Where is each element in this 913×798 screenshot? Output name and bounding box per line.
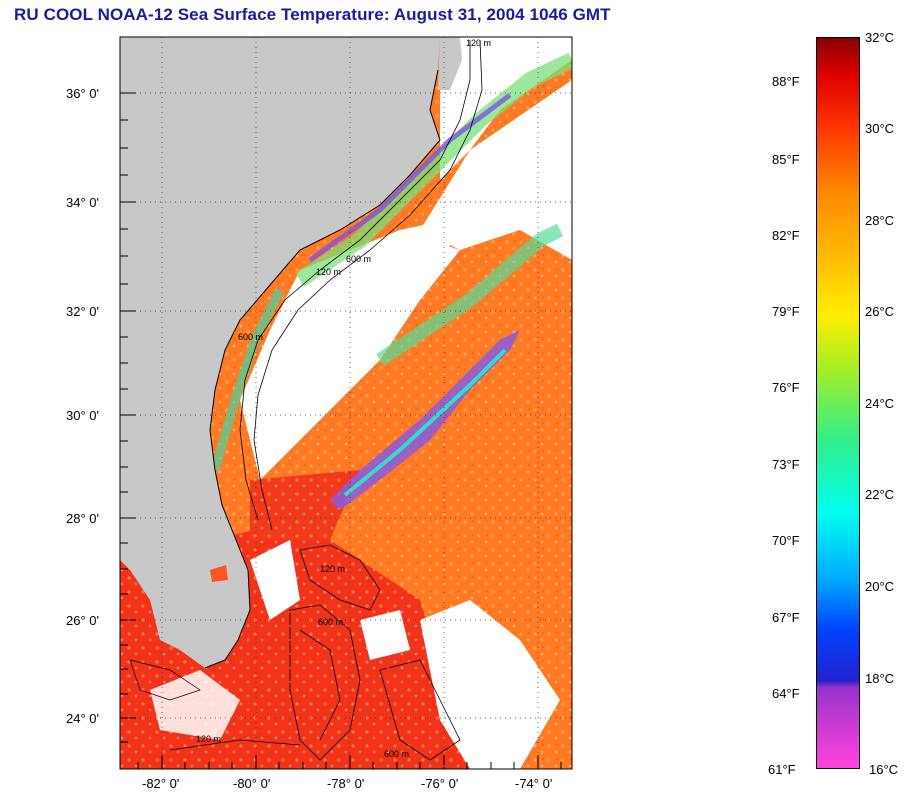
colorbar-f-88: 88°F [772, 74, 800, 89]
contour-label-8: 600 m [384, 749, 409, 759]
page-title: RU COOL NOAA-12 Sea Surface Temperature:… [14, 5, 611, 24]
contour-label-1: 120 m [466, 38, 491, 48]
lat-label-28: 28° 0' [66, 511, 99, 526]
lat-label-34: 34° 0' [66, 195, 99, 210]
colorbar-f-82: 82°F [772, 228, 800, 243]
cloud-central [240, 230, 460, 480]
cloud-south-2 [150, 670, 240, 740]
colorbar-c-28: 28°C [865, 213, 895, 228]
colorbar-f-70: 70°F [772, 533, 800, 548]
cloud-southeast [420, 600, 560, 769]
lon-label-82: -82° 0' [142, 776, 180, 791]
lon-label-74: -74° 0' [515, 776, 553, 791]
lat-label-36: 36° 0' [66, 86, 99, 101]
colorbar-f-73: 73°F [772, 457, 800, 472]
colorbar-c-24: 24°C [865, 396, 895, 411]
lon-ticks [137, 755, 562, 769]
lon-label-78: -78° 0' [327, 776, 365, 791]
cloud-south-3 [360, 610, 410, 660]
contour-label-2: 600 m [346, 254, 371, 264]
contour-label-3: 120 m [316, 267, 341, 277]
temperature-colorbar [816, 37, 860, 769]
lon-label-80: -80° 0' [233, 776, 271, 791]
colorbar-c-30: 30°C [865, 121, 895, 136]
colorbar-f-79: 79°F [772, 304, 800, 319]
contour-label-5: 120 m [320, 564, 345, 574]
contour-120m [239, 40, 471, 521]
cloud-north-2 [420, 80, 572, 260]
cuba-contour [169, 739, 301, 751]
cool-filament-1 [330, 330, 520, 510]
lat-label-32: 32° 0' [66, 304, 99, 319]
bahamas-bank-north [299, 544, 381, 611]
bahamas-bank-east [379, 659, 461, 761]
lake-okeechobee [210, 565, 228, 582]
colorbar-c-20: 20°C [865, 579, 895, 594]
graticule [120, 37, 572, 769]
lat-ticks [120, 92, 136, 743]
colorbar-f-85: 85°F [772, 152, 800, 167]
lon-label-76: -76° 0' [421, 776, 459, 791]
florida-keys-contour [129, 659, 201, 701]
colorbar-f-76: 76°F [772, 380, 800, 395]
map-frame [119, 36, 573, 770]
lat-label-24: 24° 0' [66, 711, 99, 726]
contour-label-6: 600 m [318, 617, 343, 627]
land-southeast-us [120, 37, 440, 668]
colorbar-c-22: 22°C [865, 487, 895, 502]
cool-filament-1-edge [343, 348, 507, 497]
contour-600m [253, 39, 483, 531]
coastline [204, 69, 441, 669]
contour-label-4: 600 m [238, 332, 263, 342]
lat-label-26: 26° 0' [66, 613, 99, 628]
cloud-central-2 [400, 215, 470, 280]
colorbar-f-67: 67°F [772, 610, 800, 625]
bahamas-bank-great [289, 604, 361, 761]
coastal-front-south [210, 287, 285, 472]
colorbar-f-64: 64°F [772, 686, 800, 701]
coastal-front-north [295, 52, 572, 287]
contour-label-7: 120 m [196, 734, 221, 744]
bahamas-bank-inner [299, 629, 341, 741]
colorbar-c-26: 26°C [865, 304, 895, 319]
colorbar-c-16: 16°C [869, 762, 899, 777]
coastal-front-violet [308, 93, 512, 263]
colorbar-c-18: 18°C [865, 671, 895, 686]
shelf-front [376, 223, 564, 366]
colorbar-c-32: 32°C [865, 30, 895, 45]
cloud-south-1 [250, 540, 300, 620]
colorbar-f-61: 61°F [768, 762, 796, 777]
land-outer-banks [438, 37, 462, 90]
lat-label-30: 30° 0' [66, 408, 99, 423]
